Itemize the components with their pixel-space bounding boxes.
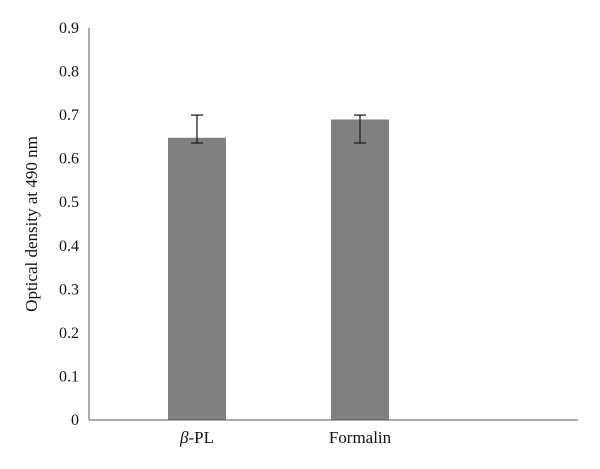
y-tick-label: 0.3: [59, 281, 79, 298]
y-tick-label: 0.1: [59, 368, 79, 385]
y-tick-label: 0.9: [59, 20, 79, 37]
error-bars: [191, 114, 366, 144]
x-axis-labels: β-PL Formalin: [179, 428, 392, 447]
y-tick-label: 0.5: [59, 194, 79, 211]
bars: [168, 119, 389, 420]
y-tick-label: 0: [71, 412, 79, 429]
category-label-formalin: Formalin: [329, 428, 392, 447]
bar-1: [331, 119, 389, 420]
y-tick-label: 0.6: [59, 151, 79, 168]
y-tick-label: 0.8: [59, 64, 79, 81]
y-axis-title: Optical density at 490 nm: [22, 136, 41, 312]
category-label-beta-pl: β-PL: [179, 428, 214, 447]
y-tick-label: 0.7: [59, 107, 79, 124]
y-axis-ticks: 0 0.1 0.2 0.3 0.4 0.5 0.6 0.7 0.8 0.9: [59, 20, 79, 429]
y-tick-label: 0.4: [59, 238, 79, 255]
y-tick-label: 0.2: [59, 325, 79, 342]
bar-0: [168, 137, 226, 420]
